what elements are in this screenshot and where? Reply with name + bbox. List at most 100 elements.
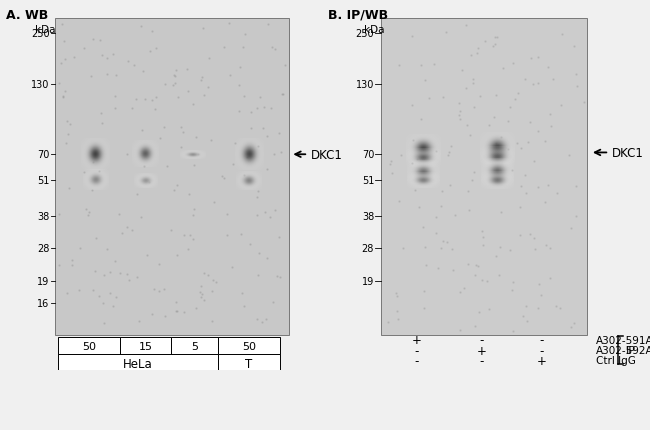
Point bbox=[534, 281, 544, 288]
Point bbox=[463, 188, 474, 195]
Point bbox=[498, 65, 508, 72]
Text: 70: 70 bbox=[37, 150, 49, 160]
Point bbox=[239, 172, 249, 179]
Point bbox=[528, 82, 538, 89]
Point bbox=[470, 322, 480, 329]
Point bbox=[172, 252, 182, 259]
Text: +: + bbox=[477, 344, 487, 357]
Bar bbox=[382, 19, 587, 335]
Text: +: + bbox=[536, 354, 546, 367]
Point bbox=[489, 42, 500, 49]
Point bbox=[419, 288, 429, 295]
Point bbox=[185, 232, 196, 239]
Text: A. WB: A. WB bbox=[6, 9, 49, 22]
Point bbox=[88, 159, 98, 166]
Text: 51: 51 bbox=[361, 175, 374, 185]
Point bbox=[187, 212, 198, 218]
Point bbox=[478, 234, 488, 241]
Text: Ctrl IgG: Ctrl IgG bbox=[596, 356, 636, 365]
Point bbox=[198, 26, 208, 33]
Point bbox=[253, 188, 263, 195]
Point bbox=[578, 100, 589, 107]
Point bbox=[196, 283, 207, 290]
Point bbox=[463, 261, 474, 267]
Text: 130: 130 bbox=[356, 80, 374, 89]
Point bbox=[532, 80, 543, 87]
Text: 16: 16 bbox=[37, 298, 49, 308]
Point bbox=[446, 143, 456, 150]
Point bbox=[239, 303, 250, 310]
Point bbox=[66, 262, 77, 269]
Point bbox=[84, 209, 95, 216]
Point bbox=[571, 72, 581, 79]
Point bbox=[207, 318, 218, 325]
Point bbox=[144, 179, 154, 186]
Point bbox=[254, 95, 265, 101]
Point bbox=[87, 287, 98, 294]
Point bbox=[398, 245, 408, 252]
Text: A302-591A: A302-591A bbox=[596, 335, 650, 345]
Point bbox=[154, 261, 164, 268]
Point bbox=[521, 303, 531, 310]
Point bbox=[571, 184, 582, 190]
Point bbox=[480, 38, 490, 45]
Point bbox=[268, 298, 279, 305]
Point bbox=[529, 235, 539, 242]
Point bbox=[183, 89, 193, 95]
Point bbox=[419, 224, 429, 231]
Point bbox=[179, 309, 189, 316]
Point bbox=[162, 163, 173, 170]
Point bbox=[97, 120, 107, 127]
Point bbox=[227, 264, 237, 271]
Point bbox=[62, 118, 72, 125]
Point bbox=[196, 294, 207, 301]
Point bbox=[159, 82, 170, 89]
Point bbox=[419, 304, 429, 311]
Point bbox=[424, 95, 434, 102]
Point bbox=[526, 55, 536, 62]
Point bbox=[274, 234, 284, 241]
Point bbox=[138, 68, 148, 75]
Point bbox=[246, 126, 256, 132]
Point bbox=[512, 141, 523, 147]
Text: 38: 38 bbox=[362, 211, 374, 221]
Point bbox=[408, 137, 418, 144]
Point bbox=[108, 52, 118, 58]
Point bbox=[131, 191, 142, 198]
Text: IP: IP bbox=[625, 345, 636, 355]
Point bbox=[496, 134, 506, 141]
Point bbox=[60, 89, 70, 95]
Point bbox=[114, 211, 124, 218]
Point bbox=[196, 74, 207, 81]
Point bbox=[235, 64, 245, 71]
Point bbox=[94, 292, 104, 299]
Point bbox=[469, 169, 479, 176]
Point bbox=[533, 55, 543, 61]
Point bbox=[455, 117, 465, 123]
Point bbox=[270, 207, 280, 214]
Point bbox=[554, 304, 565, 311]
Point bbox=[393, 316, 403, 322]
Text: DKC1: DKC1 bbox=[612, 147, 644, 160]
Point bbox=[523, 139, 534, 146]
Point bbox=[239, 94, 249, 101]
Point bbox=[190, 134, 201, 141]
Point bbox=[508, 327, 518, 334]
Point bbox=[484, 306, 495, 313]
Point bbox=[410, 187, 421, 194]
Point bbox=[58, 95, 68, 101]
Point bbox=[460, 86, 471, 92]
Point bbox=[183, 190, 194, 197]
Point bbox=[520, 172, 530, 179]
Point bbox=[169, 187, 179, 194]
Point bbox=[189, 162, 200, 169]
Point bbox=[222, 211, 233, 218]
Point bbox=[252, 212, 262, 219]
Point bbox=[222, 231, 233, 238]
Point bbox=[515, 204, 525, 211]
Point bbox=[102, 56, 112, 63]
Point bbox=[170, 307, 181, 314]
Text: 250: 250 bbox=[356, 29, 374, 39]
Point bbox=[94, 168, 105, 175]
Point bbox=[505, 247, 515, 254]
